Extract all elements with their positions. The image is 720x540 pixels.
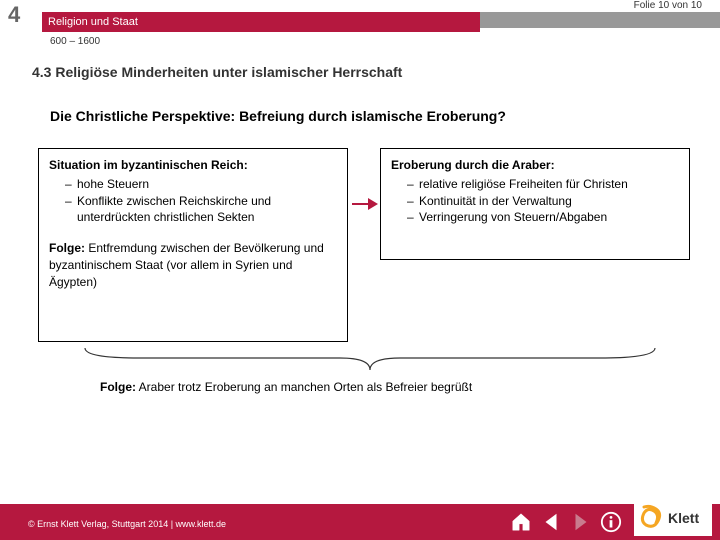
chapter-number: 4 (8, 2, 20, 28)
right-box-heading: Eroberung durch die Araber: (391, 158, 555, 172)
left-box-folge: Folge: Entfremdung zwischen der Bevölker… (49, 240, 337, 290)
conclusion-label: Folge: (100, 380, 136, 394)
left-box: Situation im byzantinischen Reich: hohe … (38, 148, 348, 342)
folge-text: Entfremdung zwischen der Bevölkerung und… (49, 241, 324, 289)
footer: © Ernst Klett Verlag, Stuttgart 2014 | w… (0, 504, 720, 540)
list-item: hohe Steuern (65, 176, 337, 193)
arrow-icon (352, 198, 378, 210)
era-label: 600 – 1600 (50, 36, 100, 47)
left-box-heading: Situation im byzantinischen Reich: (49, 158, 248, 172)
right-box-bullets: relative religiöse Freiheiten für Christ… (407, 176, 679, 226)
info-button[interactable] (598, 508, 624, 536)
right-box: Eroberung durch die Araber: relative rel… (380, 148, 690, 260)
svg-text:Klett: Klett (668, 510, 699, 526)
curly-brace (80, 346, 660, 374)
page-indicator: Folie 10 von 10 (634, 0, 702, 11)
main-heading: Die Christliche Perspektive: Befreiung d… (50, 108, 506, 124)
conclusion: Folge: Araber trotz Eroberung an manchen… (100, 380, 472, 394)
next-button[interactable] (568, 508, 594, 536)
copyright: © Ernst Klett Verlag, Stuttgart 2014 | w… (28, 519, 226, 529)
home-button[interactable] (508, 508, 534, 536)
conclusion-text: Araber trotz Eroberung an manchen Orten … (136, 380, 472, 394)
chapter-title-bar: Religion und Staat (42, 12, 480, 32)
list-item: relative religiöse Freiheiten für Christ… (407, 176, 679, 193)
left-box-bullets: hohe Steuern Konflikte zwischen Reichski… (65, 176, 337, 226)
nav-icons (508, 508, 624, 536)
list-item: Kontinuität in der Verwaltung (407, 193, 679, 210)
folge-label: Folge: (49, 241, 85, 255)
prev-button[interactable] (538, 508, 564, 536)
section-title: 4.3 Religiöse Minderheiten unter islamis… (32, 64, 402, 80)
header-grey-bar (480, 12, 720, 28)
list-item: Verringerung von Steuern/Abgaben (407, 209, 679, 226)
list-item: Konflikte zwischen Reichskirche und unte… (65, 193, 337, 227)
klett-logo: Klett (634, 500, 712, 536)
header: 4 Religion und Staat Folie 10 von 10 (0, 0, 720, 36)
